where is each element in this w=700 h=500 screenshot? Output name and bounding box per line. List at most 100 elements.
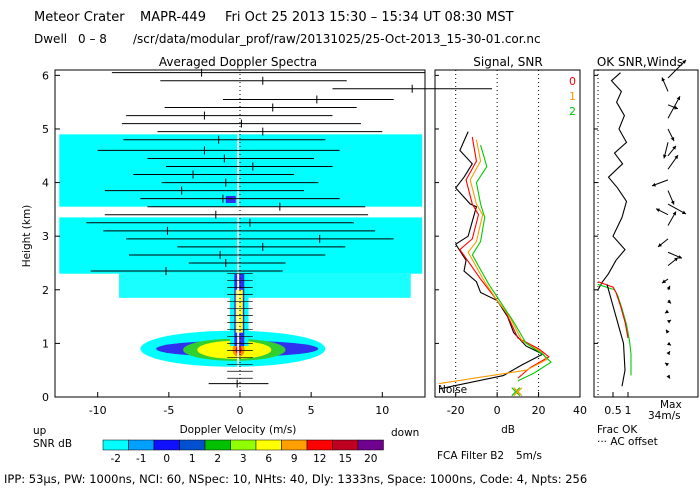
colorbar-swatch: [153, 439, 180, 451]
wind-vector-head: [674, 105, 678, 110]
signal-title: Signal, SNR: [473, 55, 542, 69]
signal-series-orange: [439, 139, 548, 385]
doppler-title: Averaged Doppler Spectra: [159, 55, 317, 69]
signal-xtick-label: 20: [532, 404, 546, 417]
noise-label: Noise: [438, 384, 467, 396]
fca-speed: 5m/s: [516, 450, 542, 462]
doppler-ytick-label: 4: [42, 177, 49, 190]
doppler-ytick-label: 6: [42, 69, 49, 82]
noise-x-mark: [511, 387, 521, 397]
colorbar-tick-label: 1: [189, 453, 196, 465]
signal-ticks: -20 0 20 40: [435, 70, 587, 417]
wind-vector-head: [665, 309, 669, 314]
doppler-xtick-label: 0: [237, 404, 244, 417]
colorbar-swatch: [281, 439, 308, 451]
wind-vector-head: [666, 329, 670, 334]
down-label: down: [391, 427, 419, 439]
frac-ok-frac_ok: [597, 72, 628, 291]
wind-vector-head: [672, 211, 676, 216]
signal-xtick-label: 0: [494, 404, 501, 417]
max-speed: 34m/s: [648, 410, 681, 422]
colorbar-swatch: [357, 439, 384, 451]
upper-cyan-band: [59, 134, 423, 207]
signal-series: [439, 131, 552, 397]
doppler-moment-lines: [86, 68, 492, 388]
colorbar-tick-label: 15: [339, 453, 352, 465]
wind-vector-head: [661, 77, 666, 82]
doppler-ytick-label: 3: [42, 230, 49, 243]
doppler-xlabel: Doppler Velocity (m/s): [180, 424, 297, 436]
doppler-ytick-label: 2: [42, 284, 49, 297]
signal-series-signal: [439, 131, 544, 390]
header-site: Meteor Crater: [34, 10, 125, 25]
up-label: up: [33, 425, 47, 437]
signal-series-green: [471, 144, 552, 382]
wind-vector-head: [667, 299, 671, 304]
wind-vector-head: [666, 351, 670, 356]
frac-ok-frac_ok_black_low: [606, 284, 626, 387]
wind-vector-head: [662, 279, 666, 284]
winds-title: OK SNR,Winds: [597, 55, 683, 69]
wind-vector-head: [682, 60, 686, 64]
wind-vector-head: [676, 96, 681, 101]
snr-db-label: SNR dB: [33, 438, 72, 450]
wind-vector-head: [666, 285, 671, 290]
header-dwell-label: Dwell: [34, 32, 68, 46]
doppler-ytick-label: 1: [42, 337, 49, 350]
noise-x-mark: [513, 387, 523, 397]
zero-gap: [237, 75, 240, 381]
doppler-xtick-label: -5: [163, 404, 174, 417]
doppler-xtick-label: -10: [89, 404, 107, 417]
colorbar-tick-label: 9: [291, 453, 298, 465]
colorbar-tick-label: -1: [136, 453, 146, 465]
wind-vector: [667, 96, 681, 119]
wind-vector-head: [672, 145, 676, 150]
colorbar-tick-label: 12: [313, 453, 326, 465]
signal-xtick-label: -20: [447, 404, 465, 417]
doppler-xtick-label: 5: [308, 404, 315, 417]
winds-panel: 0.5 1 OK SNR,Winds 0 1 2 Frac OK ··· AC o…: [569, 55, 699, 448]
frac-ok-label: Frac OK: [597, 424, 638, 436]
winds-xtick-label: 1: [625, 404, 632, 417]
wind-vector-head: [652, 182, 656, 187]
wind-vector-head: [670, 136, 675, 141]
colorbar-swatch: [306, 439, 333, 451]
colorbar-tick-label: 6: [265, 453, 272, 465]
wind-vector-head: [670, 200, 675, 205]
ac-offset-label: ··· AC offset: [597, 436, 658, 448]
colorbar-swatch: [332, 439, 359, 451]
colorbar-swatch: [255, 439, 282, 451]
colorbar-swatch: [102, 439, 129, 451]
wind-vector-head: [662, 154, 667, 159]
column-yellow: [235, 289, 243, 333]
legend-0: 0: [569, 75, 576, 88]
lower-cyan-band: [119, 273, 411, 298]
frac-ok-frac_ok_red: [597, 281, 629, 339]
wind-vector-head: [678, 255, 682, 259]
signal-xtick-label: 40: [573, 404, 587, 417]
max-label: Max: [660, 399, 682, 411]
wind-vector-head: [658, 243, 662, 247]
winds-frame: [593, 69, 699, 398]
legend-2: 2: [569, 105, 576, 118]
doppler-heatmap: [59, 75, 423, 381]
colorbar-tick-label: 20: [364, 453, 377, 465]
wind-vector-head: [667, 319, 671, 324]
signal-panel: -20 0 20 40 Signal, SNR dB Noise FCA Filter…: [434, 55, 587, 462]
winds-xtick-label: 0.5: [604, 404, 622, 417]
doppler-ticks: -10 -5 0 5 10 0 1 2 3 4 5 6: [42, 69, 389, 417]
colorbar-swatch: [204, 439, 231, 451]
signal-series-SNR: [459, 136, 550, 379]
wind-vector: [667, 59, 687, 79]
colorbar-swatch: [179, 439, 206, 451]
winds-ticks: 0.5 1: [594, 70, 632, 417]
header-instrument: MAPR-449: [140, 10, 206, 25]
doppler-ytick-label: 0: [42, 391, 49, 404]
colorbar-swatch: [230, 439, 257, 451]
wind-vector-head: [667, 341, 671, 346]
signal-frame: [434, 69, 581, 398]
wind-vector-head: [665, 362, 669, 367]
footer-params: IPP: 53µs, PW: 1000ns, NCI: 60, NSpec: 1…: [4, 472, 588, 486]
